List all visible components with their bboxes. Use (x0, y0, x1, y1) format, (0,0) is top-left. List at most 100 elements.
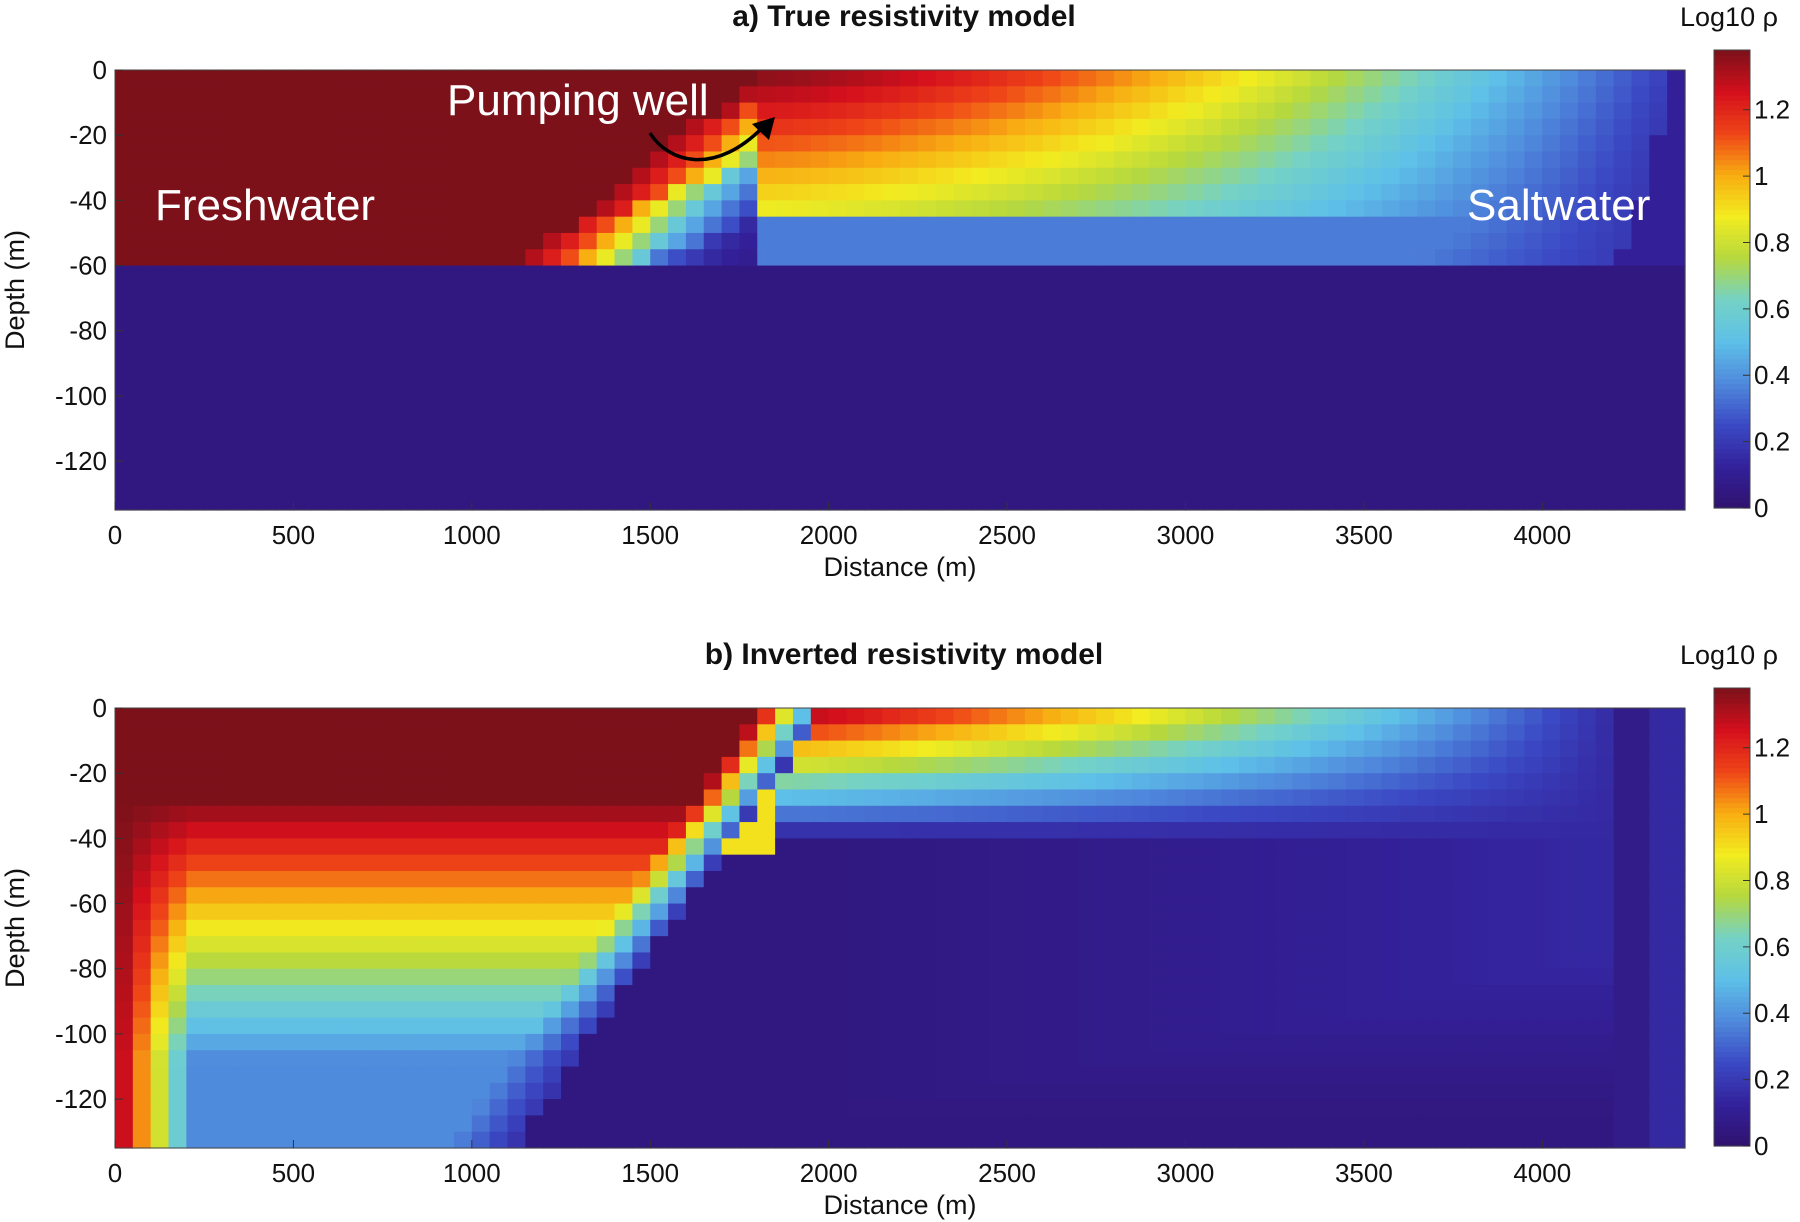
heatmap-cell (1417, 952, 1436, 970)
heatmap-cell (703, 86, 723, 104)
heatmap-cell (543, 740, 562, 758)
heatmap-cell (792, 314, 812, 332)
heatmap-cell (1114, 200, 1133, 218)
heatmap-cell (1203, 70, 1222, 87)
heatmap-cell (257, 985, 277, 1002)
heatmap-cell (1256, 363, 1276, 381)
heatmap-cell (1595, 444, 1615, 462)
heatmap-cell (578, 135, 598, 153)
heatmap-cell (168, 740, 187, 758)
heatmap-cell (436, 216, 455, 234)
heatmap-cell (1167, 412, 1187, 430)
heatmap-cell (578, 903, 598, 921)
heatmap-cell (900, 773, 919, 791)
heatmap-cell (1595, 952, 1615, 970)
heatmap-cell (561, 232, 580, 250)
heatmap-cell (132, 789, 152, 807)
heatmap-cell (150, 461, 170, 479)
heatmap-cell (400, 822, 419, 839)
heatmap-cell (1560, 708, 1579, 725)
heatmap-cell (1310, 428, 1329, 446)
heatmap-cell (1185, 1001, 1204, 1019)
heatmap-cell (1131, 493, 1151, 511)
heatmap-cell (1363, 936, 1383, 954)
heatmap-cell (1435, 870, 1454, 888)
heatmap-cell (1131, 444, 1151, 462)
heatmap-cell (150, 477, 170, 495)
heatmap-cell (115, 936, 134, 954)
heatmap-cell (882, 870, 901, 888)
heatmap-cell (1131, 919, 1151, 937)
heatmap-cell (275, 952, 295, 970)
heatmap-cell (1238, 493, 1258, 511)
x-tick-label: 1500 (621, 1158, 679, 1188)
heatmap-cell (1613, 330, 1633, 348)
heatmap-cell (578, 314, 598, 332)
heatmap-cell (703, 936, 723, 954)
heatmap-cell (364, 379, 384, 397)
heatmap-cell (792, 1082, 812, 1100)
heatmap-cell (614, 232, 633, 250)
heatmap-cell (775, 70, 794, 87)
heatmap-cell (1292, 314, 1311, 332)
heatmap-cell (1185, 70, 1204, 87)
heatmap-cell (1274, 86, 1294, 104)
heatmap-cell (792, 118, 812, 136)
heatmap-cell (1328, 167, 1347, 185)
heatmap-cell (382, 919, 402, 937)
heatmap-cell (507, 347, 526, 364)
heatmap-cell (1185, 887, 1204, 905)
heatmap-cell (1631, 151, 1650, 169)
heatmap-cell (1096, 444, 1115, 462)
heatmap-cell (775, 118, 794, 136)
heatmap-cell (668, 216, 687, 234)
heatmap-cell (614, 363, 633, 381)
heatmap-cell (1381, 1066, 1401, 1084)
heatmap-cell (329, 477, 348, 495)
heatmap-cell (1238, 379, 1258, 397)
heatmap-cell (293, 232, 312, 250)
heatmap-cell (1488, 86, 1508, 104)
heatmap-cell (543, 1033, 562, 1051)
heatmap-cell (329, 952, 348, 970)
heatmap-cell (1096, 493, 1115, 511)
heatmap-cell (1488, 70, 1508, 87)
heatmap-cell (650, 477, 669, 495)
heatmap-cell (971, 870, 990, 888)
heatmap-cell (1185, 708, 1204, 725)
heatmap-cell (1114, 919, 1133, 937)
heatmap-cell (239, 347, 259, 364)
heatmap-cell (1024, 265, 1044, 283)
heatmap-cell (792, 184, 812, 201)
colorbar-segment (1714, 971, 1750, 978)
heatmap-cell (900, 1033, 919, 1051)
heatmap-cell (721, 412, 741, 430)
heatmap-cell (1613, 200, 1633, 218)
heatmap-cell (132, 838, 152, 856)
heatmap-cell (971, 1099, 990, 1117)
heatmap-cell (1060, 461, 1080, 479)
heatmap-cell (1346, 167, 1365, 185)
heatmap-cell (1024, 444, 1044, 462)
heatmap-cell (293, 708, 312, 725)
heatmap-cell (917, 1082, 937, 1100)
heatmap-cell (132, 805, 152, 823)
heatmap-cell (1131, 70, 1151, 87)
heatmap-cell (346, 1001, 366, 1019)
heatmap-cell (1417, 724, 1436, 742)
colorbar-segment (1714, 1076, 1750, 1082)
heatmap-cell (935, 135, 955, 153)
heatmap-cell (257, 903, 277, 921)
heatmap-cell (186, 870, 205, 888)
heatmap-cell (685, 102, 705, 120)
colorbar-segment (1714, 59, 1750, 66)
heatmap-cell (275, 249, 295, 267)
colorbar-segment (1714, 373, 1750, 380)
heatmap-cell (614, 805, 633, 823)
heatmap-cell (471, 887, 491, 905)
heatmap-cell (150, 1033, 170, 1051)
heatmap-cell (382, 200, 402, 218)
heatmap-cell (1114, 477, 1133, 495)
heatmap-cell (204, 216, 223, 234)
heatmap-cell (1667, 887, 1686, 905)
